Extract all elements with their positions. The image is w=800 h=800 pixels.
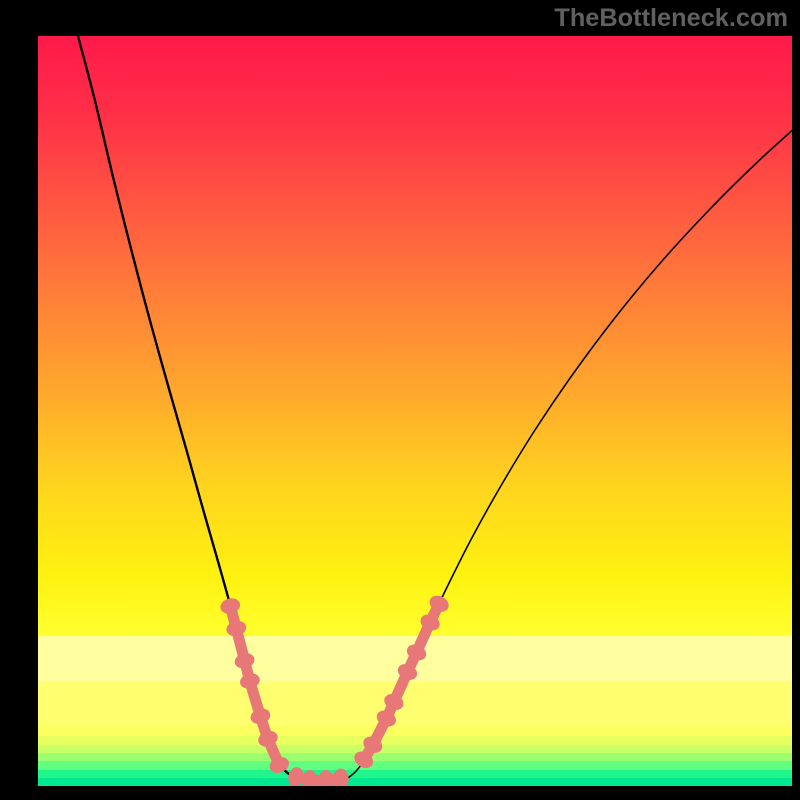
data-bead [233,651,256,671]
chart-frame: TheBottleneck.com [0,0,800,800]
data-bead [318,770,334,786]
bottleneck-curve-right [347,131,792,779]
bottleneck-curve-left [78,36,294,778]
data-bead [238,671,261,691]
data-bead [225,619,248,639]
plot-area [38,36,792,786]
data-bead [301,769,318,786]
data-bead [249,706,273,726]
data-bead [333,768,350,786]
watermark-text: TheBottleneck.com [554,4,788,33]
data-bead [219,596,242,616]
curve-layer [38,36,792,786]
